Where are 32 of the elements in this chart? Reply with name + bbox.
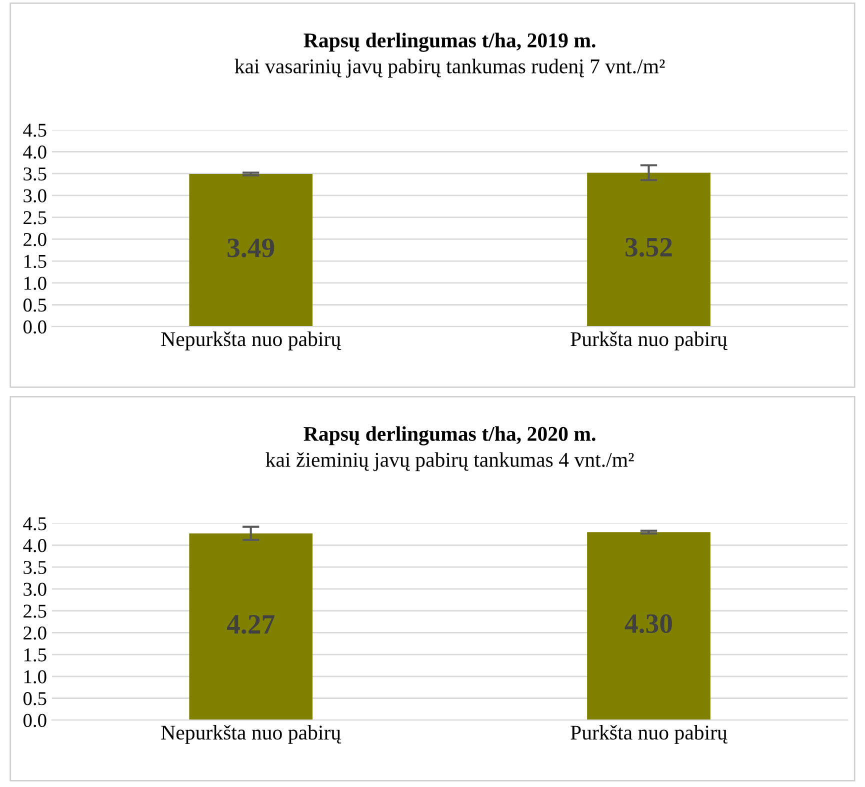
chart-title: Rapsų derlingumas t/ha, 2019 m.	[304, 32, 596, 52]
y-tick-label: 4.5	[23, 517, 46, 530]
y-tick-label: 1.0	[24, 670, 46, 684]
y-tick-label: 4.0	[23, 539, 46, 552]
chart-title: Rapsų derlingumas t/ha, 2020 m.	[304, 426, 596, 446]
y-tick-label: 3.5	[24, 167, 46, 181]
y-tick-label: 0.0	[23, 714, 46, 728]
x-tick-label: Nepurkšta nuo pabirų	[161, 331, 342, 350]
y-tick-label: 4.5	[23, 124, 46, 137]
data-label: 4.27	[226, 615, 274, 634]
y-tick-label: 2.5	[24, 211, 46, 224]
y-tick-label: 3.0	[24, 189, 46, 202]
y-tick-label: 3.0	[24, 582, 46, 596]
x-tick-label: Purkšta nuo pabirų	[570, 331, 728, 350]
y-tick-label: 1.5	[24, 254, 46, 268]
y-tick-label: 2.5	[24, 604, 46, 618]
y-tick-label: 0.5	[23, 298, 46, 312]
data-label: 3.52	[625, 238, 672, 257]
y-tick-label: 3.5	[24, 560, 46, 574]
chart-subtitle: kai žieminių javų pabirų tankumas 4 vnt./m²	[266, 452, 634, 472]
chart-subtitle: kai vasarinių javų pabirų tankumas rudenį 7 vnt./m²	[234, 58, 665, 78]
x-tick-label: Nepurkšta nuo pabirų	[161, 724, 342, 744]
y-tick-label: 4.0	[23, 146, 46, 159]
y-tick-label: 0.5	[23, 692, 46, 706]
y-tick-label: 1.5	[24, 648, 46, 662]
y-tick-label: 2.0	[24, 626, 46, 640]
data-label: 3.49	[228, 238, 274, 258]
y-tick-label: 1.0	[24, 276, 46, 290]
data-label: 4.30	[624, 614, 672, 634]
x-tick-label: Purkšta nuo pabirų	[570, 724, 728, 744]
y-tick-label: 2.0	[24, 232, 46, 246]
y-tick-label: 0.0	[23, 320, 46, 334]
